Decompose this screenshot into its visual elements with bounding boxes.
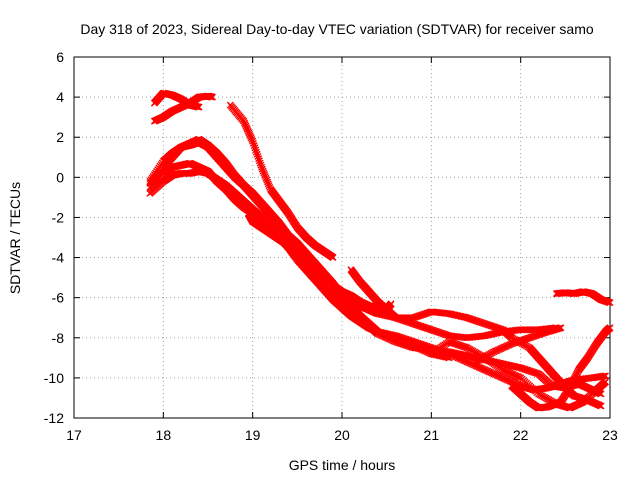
y-tick-label: 6: [56, 49, 64, 65]
x-tick-label: 23: [602, 427, 618, 443]
x-tick-label: 21: [424, 427, 440, 443]
data-point: [254, 152, 262, 160]
data-point: [251, 144, 259, 152]
data-point: [208, 93, 216, 101]
y-tick-label: -6: [52, 290, 65, 306]
data-point: [195, 103, 203, 111]
data-points: [146, 89, 614, 412]
data-point: [264, 178, 272, 186]
data-point: [329, 254, 337, 262]
data-point: [258, 163, 266, 171]
data-point: [256, 159, 264, 167]
series-sat-c: [226, 101, 337, 262]
data-point: [259, 167, 267, 175]
data-point: [261, 171, 269, 179]
y-tick-label: 0: [56, 169, 64, 185]
x-tick-label: 22: [513, 427, 529, 443]
data-point: [255, 157, 263, 165]
data-point: [602, 378, 610, 386]
series-sat-f: [146, 159, 605, 398]
x-tick-label: 20: [334, 427, 350, 443]
data-point: [252, 146, 260, 154]
chart-title: Day 318 of 2023, Sidereal Day-to-day VTE…: [80, 21, 593, 37]
x-tick-label: 19: [245, 427, 261, 443]
data-point: [606, 324, 614, 332]
data-point: [597, 402, 605, 410]
data-point: [257, 161, 265, 169]
data-point: [262, 174, 270, 182]
data-point: [387, 300, 395, 308]
series-sat-m: [552, 288, 614, 307]
data-point: [606, 299, 614, 307]
data-point: [252, 148, 260, 156]
data-point: [263, 176, 271, 184]
data-point: [249, 139, 257, 147]
series-sat-i: [347, 266, 560, 342]
grid: [74, 57, 610, 418]
y-tick-label: -12: [44, 410, 64, 426]
series-sat-l: [508, 324, 614, 412]
y-tick-label: -8: [52, 330, 65, 346]
data-point: [258, 165, 266, 173]
data-point: [264, 180, 272, 188]
y-tick-label: 2: [56, 129, 64, 145]
data-point: [255, 155, 263, 163]
data-point: [261, 173, 269, 180]
x-tick-label: 17: [66, 427, 82, 443]
y-tick-label: -4: [52, 250, 65, 266]
data-point: [260, 169, 268, 177]
data-point: [265, 182, 273, 190]
y-axis-label: SDTVAR / TECUs: [7, 182, 23, 294]
x-axis-label: GPS time / hours: [289, 457, 396, 473]
y-tick-label: -2: [52, 209, 65, 225]
x-tick-label: 18: [156, 427, 172, 443]
series-sat-j: [427, 338, 610, 412]
axis-ticks: 17 18 19 20 21 22 23 -12 -10 -8 -6 -4 -2 0 2 4 6: [44, 49, 618, 443]
data-point: [250, 142, 258, 150]
data-point: [557, 324, 565, 332]
y-tick-label: -10: [44, 370, 64, 386]
data-point: [249, 137, 257, 145]
data-point: [253, 150, 261, 158]
data-point: [602, 372, 610, 380]
series-sat-k: [472, 324, 565, 366]
y-tick-label: 4: [56, 89, 64, 105]
series-sat-b: [150, 89, 203, 111]
